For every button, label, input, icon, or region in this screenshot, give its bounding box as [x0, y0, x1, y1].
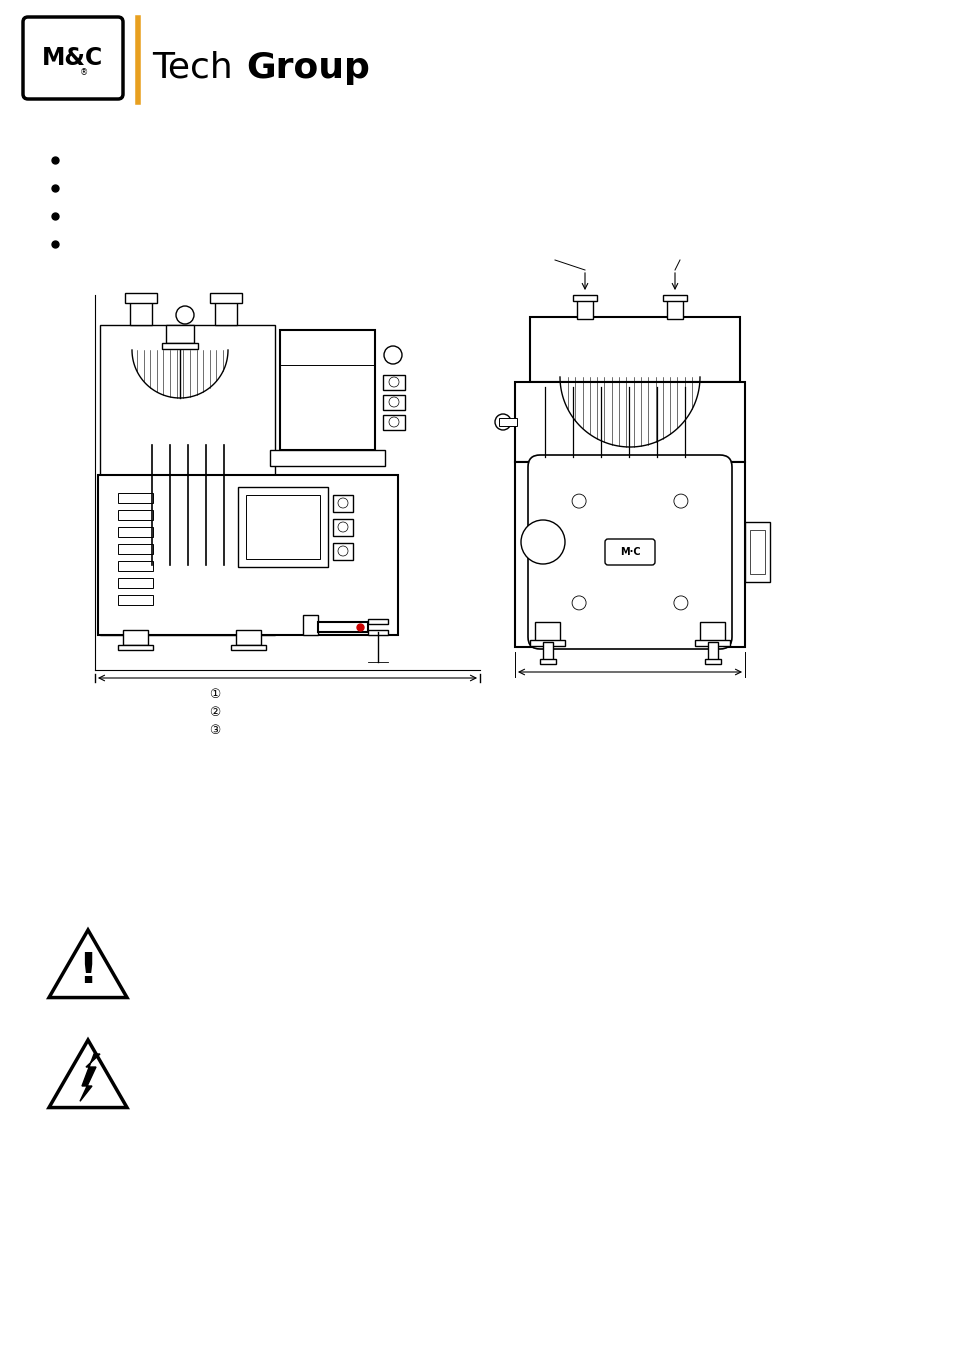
Bar: [118, 526, 152, 537]
Bar: [123, 630, 148, 645]
Bar: [333, 518, 353, 536]
Bar: [707, 643, 718, 660]
Circle shape: [175, 306, 193, 324]
Circle shape: [337, 522, 348, 532]
Bar: [100, 325, 274, 634]
Bar: [270, 450, 385, 466]
Text: M&C: M&C: [42, 46, 104, 70]
Circle shape: [384, 346, 401, 365]
Bar: [231, 645, 266, 649]
Bar: [700, 622, 724, 644]
Bar: [382, 414, 405, 431]
Bar: [382, 375, 405, 390]
Bar: [118, 578, 152, 589]
Circle shape: [337, 545, 348, 556]
Bar: [530, 640, 564, 647]
Bar: [118, 562, 152, 571]
Bar: [130, 300, 152, 325]
Bar: [515, 462, 744, 647]
Bar: [744, 522, 769, 582]
Bar: [704, 659, 720, 664]
Bar: [98, 475, 397, 634]
Text: ①: ①: [209, 688, 220, 702]
Ellipse shape: [539, 462, 720, 643]
Circle shape: [572, 595, 585, 610]
Bar: [118, 493, 152, 504]
Text: M·C: M·C: [619, 547, 639, 558]
FancyBboxPatch shape: [527, 455, 731, 649]
Bar: [542, 643, 553, 660]
Bar: [118, 595, 152, 605]
Bar: [235, 630, 261, 645]
Bar: [577, 298, 593, 319]
Circle shape: [673, 494, 687, 508]
Bar: [162, 343, 198, 350]
Bar: [210, 293, 242, 302]
Text: !: !: [78, 949, 97, 991]
Bar: [333, 543, 353, 560]
Bar: [662, 296, 686, 301]
Bar: [333, 495, 353, 512]
Bar: [246, 495, 319, 559]
Polygon shape: [49, 1040, 127, 1107]
Bar: [539, 659, 556, 664]
Bar: [530, 317, 740, 382]
Circle shape: [673, 595, 687, 610]
Bar: [535, 622, 559, 644]
Bar: [695, 640, 729, 647]
Text: ③: ③: [209, 725, 220, 737]
Circle shape: [389, 377, 398, 387]
Bar: [498, 418, 517, 427]
Text: Group: Group: [246, 51, 370, 85]
Circle shape: [337, 498, 348, 508]
Bar: [214, 300, 236, 325]
Bar: [118, 645, 152, 649]
Polygon shape: [49, 930, 127, 998]
Text: ®: ®: [80, 69, 88, 77]
Bar: [303, 616, 317, 634]
Bar: [118, 544, 152, 554]
Circle shape: [389, 397, 398, 406]
Text: Tech: Tech: [152, 51, 233, 85]
Bar: [166, 325, 193, 343]
Text: ②: ②: [209, 706, 220, 720]
Bar: [368, 620, 388, 624]
Bar: [382, 396, 405, 410]
FancyBboxPatch shape: [23, 18, 123, 99]
Bar: [125, 293, 157, 302]
Circle shape: [495, 414, 511, 431]
Bar: [573, 296, 597, 301]
Bar: [368, 630, 388, 634]
Bar: [118, 510, 152, 520]
Circle shape: [520, 520, 564, 564]
Bar: [515, 382, 744, 462]
Circle shape: [572, 494, 585, 508]
Bar: [666, 298, 682, 319]
Bar: [749, 531, 764, 574]
Circle shape: [389, 417, 398, 427]
Bar: [280, 329, 375, 450]
Bar: [317, 622, 368, 632]
Polygon shape: [80, 1054, 100, 1102]
Bar: [237, 487, 328, 567]
FancyBboxPatch shape: [604, 539, 655, 566]
